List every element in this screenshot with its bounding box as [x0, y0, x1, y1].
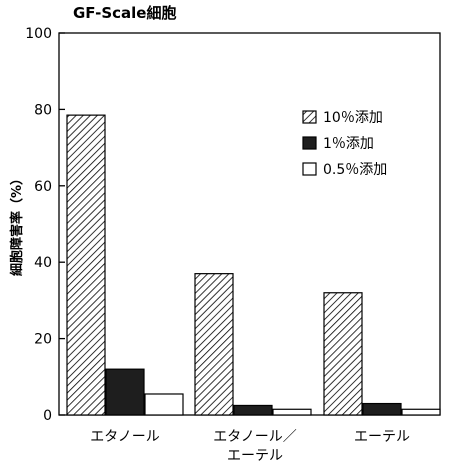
- plot-area: [58, 32, 441, 416]
- bar-3-3: [401, 408, 441, 416]
- x-tick-label: エーテル: [227, 448, 283, 462]
- y-tick-label: 80: [34, 102, 52, 118]
- y-tick-label: 100: [25, 26, 52, 42]
- y-tick-label: 20: [34, 332, 52, 348]
- bar-2-3: [362, 402, 402, 416]
- x-tick-label: エーテル: [354, 429, 410, 445]
- y-tick-label: 40: [34, 255, 52, 271]
- x-tick-label: エタノール／: [213, 429, 297, 445]
- legend-swatch: [302, 136, 317, 150]
- bar-2-1: [105, 368, 145, 416]
- bar-3-2: [272, 408, 312, 416]
- y-axis-label: 細胞障害率（%）: [9, 172, 25, 276]
- legend-swatch: [302, 110, 317, 124]
- y-axis: 0 20 40 60 80 100: [25, 26, 65, 424]
- chart-title: GF-Scale細胞: [73, 4, 176, 22]
- legend: 10％添加 1％添加 0.5％添加: [302, 110, 387, 178]
- legend-label: 10％添加: [323, 110, 383, 126]
- x-tick-label: エタノール: [90, 429, 160, 445]
- bar-3-1: [144, 393, 184, 416]
- bar-2-2: [233, 404, 273, 416]
- bar-1-3: [323, 292, 363, 416]
- legend-swatch: [302, 162, 317, 176]
- y-tick-label: 60: [34, 179, 52, 195]
- y-tick-label: 0: [43, 408, 52, 424]
- legend-label: 0.5％添加: [323, 162, 387, 178]
- legend-label: 1％添加: [323, 136, 374, 152]
- bar-1-2: [194, 273, 234, 416]
- bar-1-1: [66, 114, 106, 416]
- plot-frame: [58, 32, 441, 416]
